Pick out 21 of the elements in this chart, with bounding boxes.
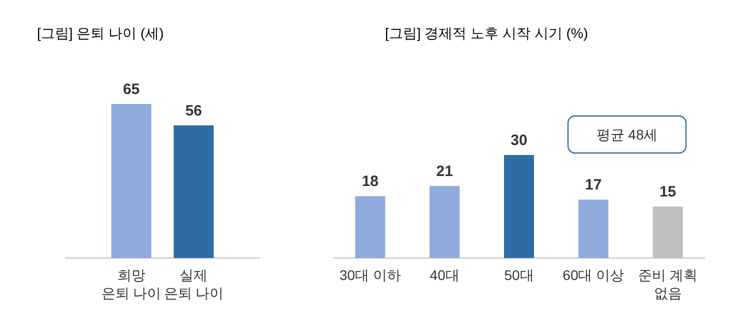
data-label: 18 (362, 173, 379, 190)
x-tick-label: 준비 계획 없음 (638, 267, 698, 301)
text: 평균 48세 (596, 126, 658, 142)
x-tick-label: 40대 (430, 267, 460, 283)
data-label: 30 (510, 132, 528, 149)
x-tick-label: 50대 (504, 267, 534, 283)
data-label: 56 (185, 102, 202, 120)
x-tick-label: 30대 이하 (339, 267, 401, 283)
bar (504, 155, 534, 258)
data-label: 15 (659, 184, 676, 200)
chart-title: [그림] 은퇴 나이 (세) (37, 25, 164, 41)
chart-title: [그림] 경제적 노후 시작 시기 (%) (385, 25, 588, 41)
bar (355, 196, 386, 258)
data-label: 17 (585, 176, 602, 194)
bar (430, 186, 460, 258)
x-tick-label: 실제 은퇴 나이 (164, 267, 224, 301)
data-label: 65 (122, 81, 140, 98)
x-tick-label: 60대 이상 (562, 267, 624, 283)
bar (578, 200, 608, 258)
x-tick-label: 희망 은퇴 나이 (101, 267, 162, 301)
data-label: 21 (436, 162, 453, 180)
